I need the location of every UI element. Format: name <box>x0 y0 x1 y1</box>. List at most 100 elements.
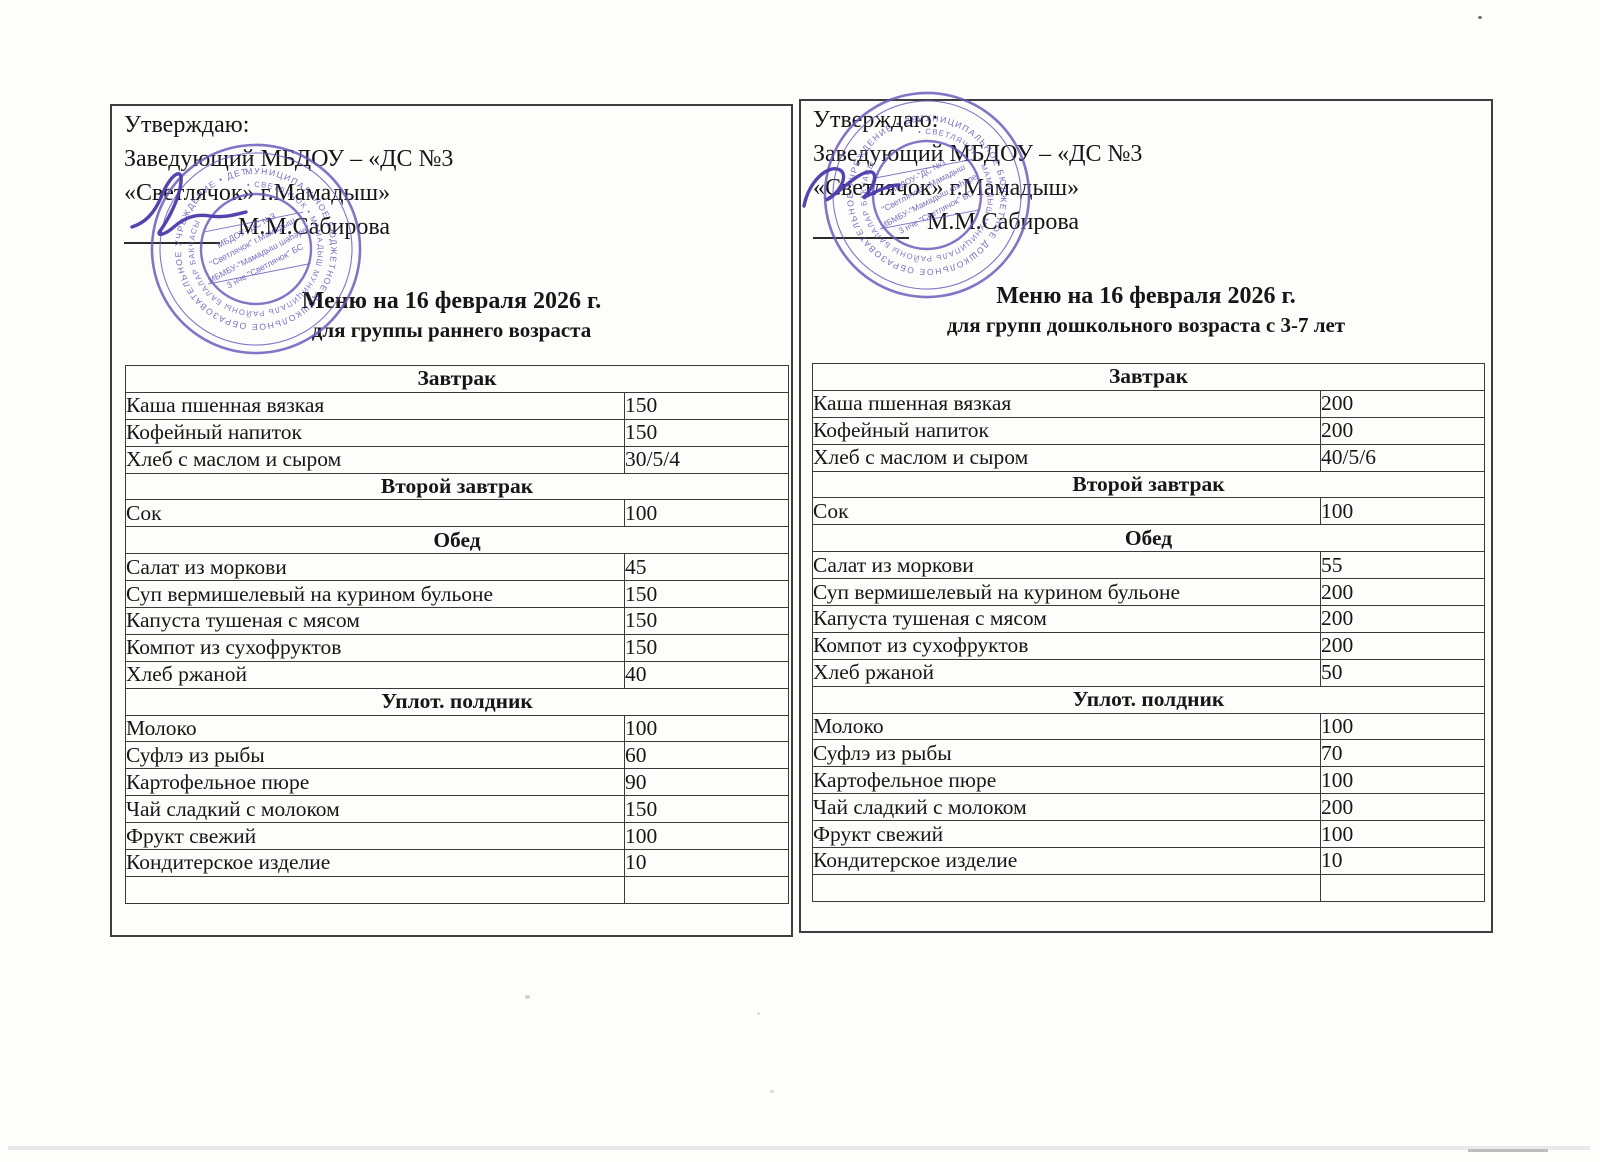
portion-amount-cell <box>624 875 789 904</box>
menu-card-preschool: Утверждаю: Заведующий МБДОУ – «ДС №3 «Св… <box>799 99 1493 933</box>
menu-row: Хлеб с маслом и сыром 40/5/6 <box>812 443 1485 472</box>
signer-name: М.М.Сабирова <box>927 209 1080 235</box>
dish-name-cell: Кондитерское изделие <box>125 849 625 877</box>
menu-row: Салат из моркови 45 <box>125 553 789 582</box>
approval-line: Заведующий МБДОУ – «ДС №3 <box>813 141 1143 167</box>
portion-amount-cell: 40 <box>624 660 789 689</box>
portion-amount-cell: 45 <box>624 553 789 582</box>
menu-row: Хлеб ржаной 40 <box>125 660 789 689</box>
dish-name-cell <box>812 873 1321 902</box>
dish-name-cell: Суфлэ из рыбы <box>125 741 625 770</box>
dish-name-cell <box>125 875 625 904</box>
scan-artifact <box>8 1146 1590 1150</box>
menu-table: Завтрак Каша пшенная вязкая 200 Кофейный на… <box>812 363 1485 902</box>
dish-name-cell: Салат из моркови <box>125 553 625 582</box>
portion-amount-cell: 70 <box>1320 739 1485 768</box>
portion-amount-cell: 50 <box>1320 658 1485 687</box>
menu-row: Суп вермишелевый на курином бульоне 200 <box>812 578 1485 607</box>
portion-amount-cell: 55 <box>1320 551 1485 580</box>
menu-subtitle: для групп дошкольного возраста с 3-7 лет <box>946 313 1346 337</box>
meal-section-header: Завтрак <box>812 363 1485 391</box>
menu-row: Компот из сухофруктов 150 <box>125 633 789 662</box>
portion-amount-cell: 10 <box>624 849 789 877</box>
dish-name-cell: Компот из сухофруктов <box>125 633 625 662</box>
menu-row: Обед <box>125 526 789 555</box>
dish-name-cell: Кофейный напиток <box>812 416 1321 445</box>
scan-artifact <box>525 995 530 999</box>
menu-row: Кофейный напиток 200 <box>812 416 1485 445</box>
portion-amount-cell: 150 <box>624 795 789 824</box>
menu-row: Хлеб с маслом и сыром 30/5/4 <box>125 445 789 474</box>
portion-amount-cell: 150 <box>624 418 789 447</box>
menu-row: Компот из сухофруктов 200 <box>812 631 1485 660</box>
menu-row: Капуста тушеная с мясом 200 <box>812 605 1485 633</box>
dish-name-cell: Каша пшенная вязкая <box>812 389 1321 418</box>
dish-name-cell: Салат из моркови <box>812 551 1321 580</box>
menu-row: Картофельное пюре 90 <box>125 768 789 797</box>
menu-row: Второй завтрак <box>812 470 1485 499</box>
scan-artifact <box>1478 16 1482 19</box>
dish-name-cell: Хлеб с маслом и сыром <box>812 443 1321 472</box>
dish-name-cell: Кондитерское изделие <box>812 847 1321 875</box>
portion-amount-cell: 200 <box>1320 631 1485 660</box>
signature-line <box>124 218 220 244</box>
dish-name-cell: Капуста тушеная с мясом <box>812 605 1321 633</box>
menu-row: Каша пшенная вязкая 150 <box>125 391 789 420</box>
scan-artifact <box>770 1090 774 1093</box>
menu-row: Чай сладкий с молоком 200 <box>812 793 1485 822</box>
meal-section-header: Завтрак <box>125 365 789 393</box>
portion-amount-cell: 10 <box>1320 847 1485 875</box>
menu-row: Картофельное пюре 100 <box>812 766 1485 795</box>
dish-name-cell: Суфлэ из рыбы <box>812 739 1321 768</box>
scan-artifact <box>1468 1149 1548 1152</box>
dish-name-cell: Картофельное пюре <box>125 768 625 797</box>
menu-row: Хлеб ржаной 50 <box>812 658 1485 687</box>
menu-row: Суфлэ из рыбы 60 <box>125 741 789 770</box>
portion-amount-cell: 200 <box>1320 389 1485 418</box>
portion-amount-cell: 100 <box>1320 766 1485 795</box>
portion-amount-cell: 100 <box>624 499 789 528</box>
portion-amount-cell: 200 <box>1320 605 1485 633</box>
menu-row: Обед <box>812 524 1485 553</box>
menu-row <box>125 875 789 904</box>
dish-name-cell: Кофейный напиток <box>125 418 625 447</box>
dish-name-cell: Сок <box>812 497 1321 526</box>
signature-line <box>813 213 909 239</box>
dish-name-cell: Чай сладкий с молоком <box>812 793 1321 822</box>
approval-line: Утверждаю: <box>124 112 250 138</box>
dish-name-cell: Фрукт свежий <box>812 820 1321 849</box>
menu-title: Меню на 16 февраля 2026 г. <box>301 288 602 314</box>
menu-row: Каша пшенная вязкая 200 <box>812 389 1485 418</box>
approval-line: «Светлячок» г.Мамадыш» <box>813 175 1080 201</box>
dish-name-cell: Компот из сухофруктов <box>812 631 1321 660</box>
approval-block: Утверждаю: Заведующий МБДОУ – «ДС №3 «Св… <box>124 108 453 244</box>
menu-row: Молоко 100 <box>125 714 789 743</box>
dish-name-cell: Капуста тушеная с мясом <box>125 607 625 635</box>
menu-row <box>812 873 1485 902</box>
dish-name-cell: Хлеб ржаной <box>812 658 1321 687</box>
menu-row: Молоко 100 <box>812 712 1485 741</box>
signature-row: М.М.Сабирова <box>813 205 1142 239</box>
menu-row: Уплот. полдник <box>812 685 1485 714</box>
menu-row: Кондитерское изделие 10 <box>812 847 1485 875</box>
portion-amount-cell: 150 <box>624 633 789 662</box>
menu-card-early-age: Утверждаю: Заведующий МБДОУ – «ДС №3 «Св… <box>110 104 793 937</box>
approval-line: Утверждаю: <box>813 107 939 133</box>
menu-row: Чай сладкий с молоком 150 <box>125 795 789 824</box>
scan-artifact <box>757 1012 760 1015</box>
dish-name-cell: Суп вермишелевый на курином бульоне <box>125 580 625 609</box>
dish-name-cell: Фрукт свежий <box>125 822 625 851</box>
portion-amount-cell: 100 <box>624 822 789 851</box>
portion-amount-cell: 200 <box>1320 793 1485 822</box>
menu-row: Фрукт свежий 100 <box>812 820 1485 849</box>
portion-amount-cell <box>1320 873 1485 902</box>
menu-table: Завтрак Каша пшенная вязкая 150 Кофейный на… <box>125 365 789 904</box>
dish-name-cell: Хлеб ржаной <box>125 660 625 689</box>
menu-row: Суфлэ из рыбы 70 <box>812 739 1485 768</box>
dish-name-cell: Молоко <box>812 712 1321 741</box>
dish-name-cell: Суп вермишелевый на курином бульоне <box>812 578 1321 607</box>
meal-section-header: Уплот. полдник <box>125 687 789 716</box>
dish-name-cell: Чай сладкий с молоком <box>125 795 625 824</box>
dish-name-cell: Сок <box>125 499 625 528</box>
